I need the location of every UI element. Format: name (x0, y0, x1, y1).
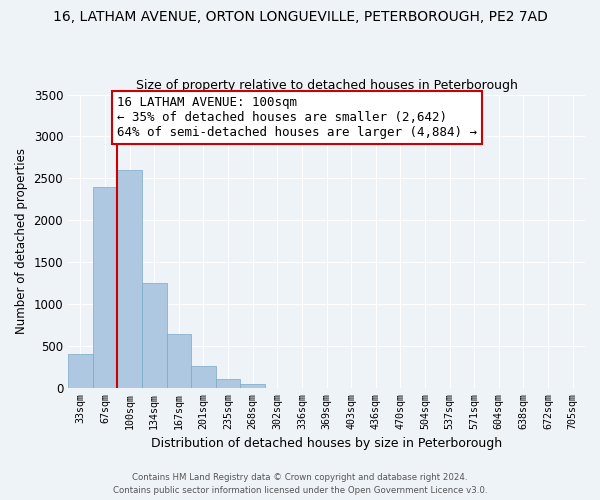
Bar (191, 366, 216, 388)
Bar (241, 384, 265, 388)
Bar (68, 354, 92, 388)
Text: 16 LATHAM AVENUE: 100sqm
← 35% of detached houses are smaller (2,642)
64% of sem: 16 LATHAM AVENUE: 100sqm ← 35% of detach… (117, 96, 477, 139)
Bar (216, 379, 241, 388)
Y-axis label: Number of detached properties: Number of detached properties (15, 148, 28, 334)
Text: 16, LATHAM AVENUE, ORTON LONGUEVILLE, PETERBOROUGH, PE2 7AD: 16, LATHAM AVENUE, ORTON LONGUEVILLE, PE… (53, 10, 547, 24)
Text: Contains HM Land Registry data © Crown copyright and database right 2024.
Contai: Contains HM Land Registry data © Crown c… (113, 474, 487, 495)
X-axis label: Distribution of detached houses by size in Peterborough: Distribution of detached houses by size … (151, 437, 502, 450)
Bar (167, 334, 191, 388)
Bar (142, 283, 167, 388)
Bar (92, 186, 117, 388)
Bar (117, 170, 142, 388)
Title: Size of property relative to detached houses in Peterborough: Size of property relative to detached ho… (136, 79, 517, 92)
